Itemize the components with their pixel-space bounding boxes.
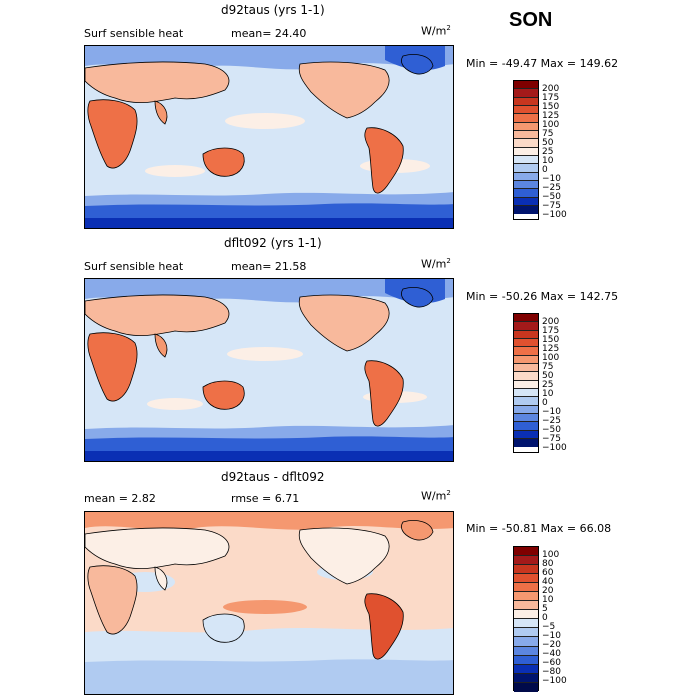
panel3-tick: −40: [542, 649, 561, 659]
panel2-tick: −50: [542, 425, 561, 435]
panel3-units: W/m2: [421, 489, 451, 503]
panel3-rmse: rmse = 6.71: [231, 492, 300, 505]
panel1-tick: −10: [542, 174, 561, 184]
panel2-title: dflt092 (yrs 1-1): [224, 236, 322, 250]
panel2-tick: 125: [542, 344, 560, 354]
panel3-minmax: Min = -50.81 Max = 66.08: [466, 522, 612, 535]
panel2-map-svg: [85, 279, 453, 461]
panel3-tick: −10: [542, 631, 561, 641]
panel1-colorbar: [513, 80, 539, 220]
panel1-tick: −75: [542, 201, 561, 211]
panel2-tick: 200: [542, 317, 560, 327]
panel1-minmax: Min = -49.47 Max = 149.62: [466, 57, 619, 70]
panel2-tick: −25: [542, 416, 561, 426]
panel3-title: d92taus - dflt092: [221, 470, 325, 484]
panel1-tick: 25: [542, 147, 554, 157]
panel3-tick: 0: [542, 613, 548, 623]
panel3-tick: −100: [542, 676, 567, 686]
panel2-minmax: Min = -50.26 Max = 142.75: [466, 290, 619, 303]
panel2-tick: 75: [542, 362, 554, 372]
panel3-map: [84, 511, 454, 695]
panel2-map: [84, 278, 454, 462]
panel2-tick: −75: [542, 434, 561, 444]
panel1-tick: 10: [542, 156, 554, 166]
panel1-tick: 200: [542, 84, 560, 94]
panel3-tick: 100: [542, 550, 560, 560]
panel1-units: W/m2: [421, 24, 451, 38]
panel1-tick: 100: [542, 120, 560, 130]
panel2-mean: mean= 21.58: [231, 260, 307, 273]
panel1-tick: −50: [542, 192, 561, 202]
panel1-tick: 150: [542, 102, 560, 112]
panel2-tick: 100: [542, 353, 560, 363]
panel2-tick: 175: [542, 326, 560, 336]
season-label: SON: [509, 9, 553, 31]
panel1-variable: Surf sensible heat: [84, 27, 184, 40]
panel2-tick: 50: [542, 371, 554, 381]
panel2-variable: Surf sensible heat: [84, 260, 184, 273]
panel1-mean: mean= 24.40: [231, 27, 307, 40]
panel3-colorbar: [513, 546, 539, 692]
panel3-tick: 20: [542, 586, 554, 596]
panel3-tick: 40: [542, 577, 554, 587]
panel1-title: d92taus (yrs 1-1): [221, 3, 325, 17]
panel1-tick: −100: [542, 210, 567, 220]
panel1-tick: 175: [542, 93, 560, 103]
panel1-map-svg: [85, 46, 453, 228]
panel2-tick: 25: [542, 380, 554, 390]
panel2-tick: 150: [542, 335, 560, 345]
panel2-units: W/m2: [421, 257, 451, 271]
panel3-mean: mean = 2.82: [84, 492, 156, 505]
panel1-tick: 75: [542, 129, 554, 139]
panel1-tick: 50: [542, 138, 554, 148]
panel3-tick: 60: [542, 568, 554, 578]
panel3-tick: −80: [542, 667, 561, 677]
panel1-tick: −25: [542, 183, 561, 193]
panel3-tick: −20: [542, 640, 561, 650]
panel2-tick: −10: [542, 407, 561, 417]
panel3-tick: −5: [542, 622, 556, 632]
panel2-tick: 0: [542, 398, 548, 408]
panel3-tick: 80: [542, 559, 554, 569]
panel2-tick: −100: [542, 443, 567, 453]
panel1-tick: 125: [542, 111, 560, 121]
panel1-tick: 0: [542, 165, 548, 175]
panel3-map-svg: [85, 512, 453, 694]
panel1-map: [84, 45, 454, 229]
panel2-colorbar: [513, 313, 539, 453]
panel2-tick: 10: [542, 389, 554, 399]
panel3-tick: 5: [542, 604, 548, 614]
panel3-tick: 10: [542, 595, 554, 605]
panel3-tick: −60: [542, 658, 561, 668]
